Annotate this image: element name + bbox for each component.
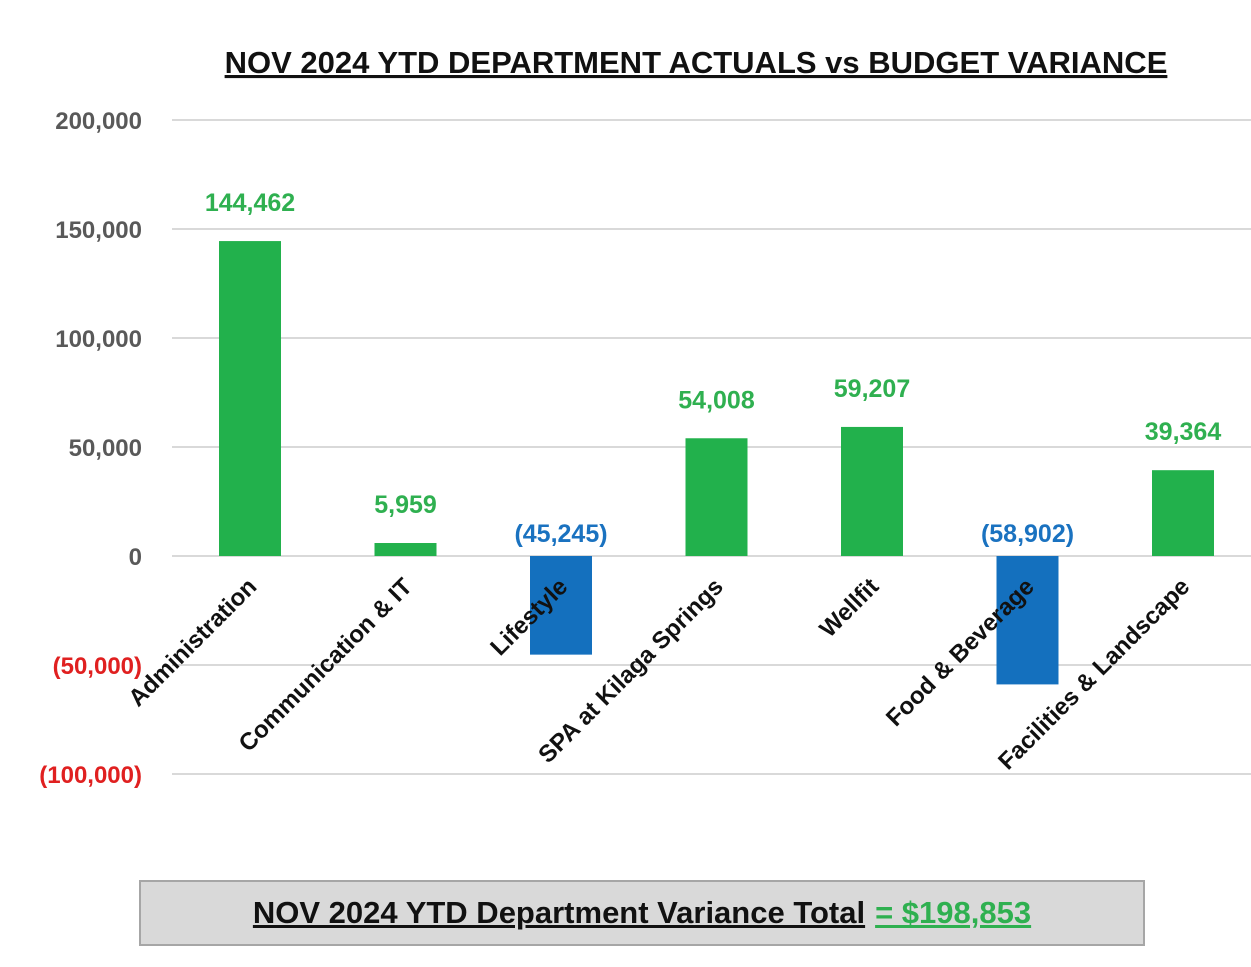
data-label: (58,902): [981, 520, 1074, 548]
chart-title: NOV 2024 YTD DEPARTMENT ACTUALS vs BUDGE…: [225, 45, 1168, 80]
y-tick-label: 200,000: [55, 108, 142, 135]
variance-total-value: = $198,853: [875, 895, 1032, 930]
y-tick-label: 150,000: [55, 217, 142, 244]
chart-area: NOV 2024 YTD DEPARTMENT ACTUALS vs BUDGE…: [39, 45, 1251, 789]
data-labels: 144,462 5,959 (45,245) 54,008 59,207 (58,902)…: [205, 189, 1222, 548]
variance-bar-chart: NOV 2024 YTD DEPARTMENT ACTUALS vs BUDGE…: [39, 45, 1251, 789]
bar-lifestyle: [530, 556, 592, 655]
category-label: Administration: [123, 573, 262, 712]
y-tick-label: (50,000): [53, 653, 142, 680]
data-label: 5,959: [374, 491, 437, 519]
y-tick-label: (100,000): [39, 762, 142, 789]
bar-wellfit: [841, 426, 903, 556]
data-label: 59,207: [834, 375, 910, 403]
data-label: 39,364: [1145, 418, 1222, 446]
bar-food-beverage: [996, 556, 1059, 685]
data-label: 54,008: [678, 386, 755, 414]
y-tick-label: 0: [129, 544, 142, 571]
bar-spa-at-kilaga-springs: [685, 438, 748, 556]
y-tick-label: 100,000: [55, 326, 142, 353]
data-label: (45,245): [514, 520, 607, 548]
bar-facilities-landscape: [1152, 470, 1214, 556]
variance-total-box: NOV 2024 YTD Department Variance Total =…: [139, 880, 1145, 946]
bar-communication-it: [374, 543, 437, 556]
data-label: 144,462: [205, 189, 295, 217]
variance-total-label: NOV 2024 YTD Department Variance Total: [252, 895, 866, 930]
y-tick-label: 50,000: [69, 435, 142, 462]
bars: [219, 241, 1214, 685]
y-axis-ticks: 200,000 150,000 100,000 50,000 0 (50,000) (100…: [39, 108, 142, 789]
bar-administration: [219, 241, 281, 556]
category-label: Wellfit: [815, 573, 885, 643]
